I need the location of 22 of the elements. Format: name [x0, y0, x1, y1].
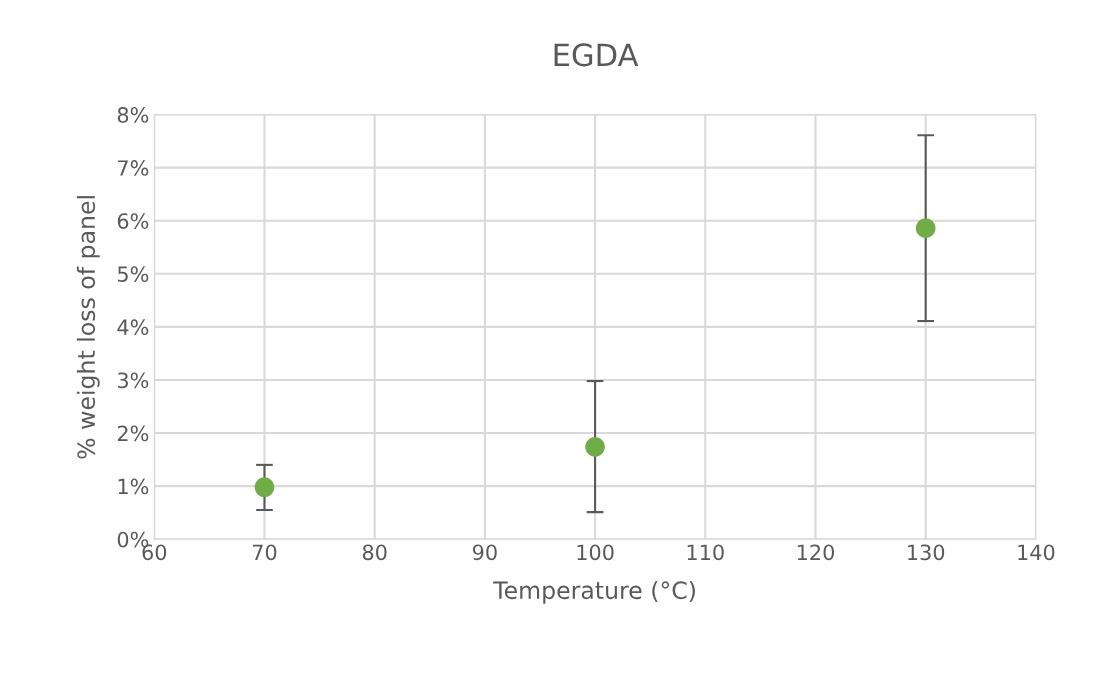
y-tick-label: 8% [117, 107, 149, 123]
point [915, 218, 936, 238]
chart-title: EGDA [554, 43, 639, 67]
y-tick-label: 3% [117, 372, 149, 389]
y-tick-label: 2% [117, 425, 149, 442]
x-tick-label: 100 [577, 544, 614, 561]
y-tick-label: 7% [118, 160, 149, 176]
x-tick-label: 140 [1018, 544, 1055, 561]
x-tick-label: 130 [908, 544, 945, 561]
y-tick-label: 5% [117, 266, 149, 283]
x-axis-title: Temperature (°C) [493, 580, 695, 604]
x-tick-label: 90 [472, 544, 497, 561]
y-tick-label: 4% [117, 319, 149, 336]
point [585, 437, 605, 457]
x-tick-label: 120 [797, 544, 834, 561]
x-tick-label: 70 [252, 544, 277, 561]
y-axis-title: % weight loss of panel [76, 196, 100, 459]
point [254, 477, 275, 498]
x-tick-label: 110 [687, 544, 724, 561]
x-tick-label: 80 [362, 544, 387, 561]
y-tick-label: 6% [117, 213, 149, 229]
y-tick-label: 1% [118, 478, 149, 495]
